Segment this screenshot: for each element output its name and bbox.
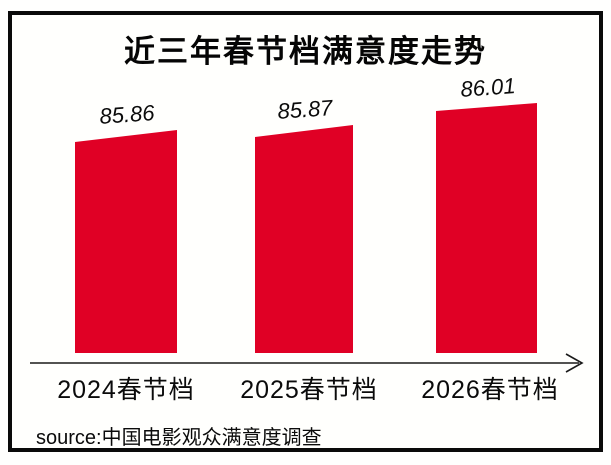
x-axis-label-1: 2024春节档 (57, 376, 195, 404)
chart-bar-1 (75, 130, 177, 353)
x-axis-label-2: 2025春节档 (240, 376, 378, 404)
source-caption: source:中国电影观众满意度调查 (36, 427, 322, 449)
bar-value-label-2: 85.87 (276, 95, 334, 124)
chart-bar-2 (255, 125, 353, 353)
x-axis-label-3: 2026春节档 (421, 376, 559, 404)
chart-title: 近三年春节档满意度走势 (124, 34, 487, 69)
chart-bar-3 (436, 103, 537, 353)
bar-value-label-3: 86.01 (459, 73, 516, 102)
bar-value-label-1: 85.86 (98, 100, 156, 129)
